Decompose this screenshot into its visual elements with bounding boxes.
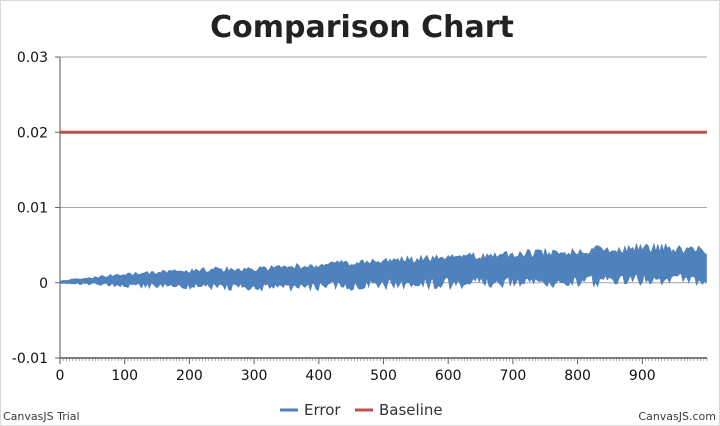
legend-label: Error [304,401,341,419]
trial-credit-text: CanvasJS Trial [3,410,80,423]
legend-item-error[interactable]: Error [280,401,341,419]
x-tick-label: 100 [111,368,138,384]
plot-area: -0.01 0 0.01 0.02 0.03 0 100 200 300 400 500 600 700… [12,50,708,419]
legend-label: Baseline [379,401,443,419]
x-tick-label: 700 [500,368,527,384]
x-tick-label: 900 [629,368,656,384]
x-tick-label: 300 [241,368,268,384]
brand-credit-text[interactable]: CanvasJS.com [638,410,716,423]
y-tick-label: 0.03 [17,50,48,66]
x-tick-label: 200 [176,368,203,384]
error-series-line [59,242,707,292]
y-tick-label: -0.01 [12,351,48,367]
y-tick-label: 0.02 [17,125,48,141]
x-tick-label: 500 [370,368,397,384]
legend-item-baseline[interactable]: Baseline [355,401,443,419]
x-tick-label: 400 [305,368,332,384]
x-tick-label: 0 [56,368,65,384]
chart-title: Comparison Chart [210,10,514,45]
x-tick-label: 800 [564,368,591,384]
x-tick-label: 600 [435,368,462,384]
y-tick-label: 0 [39,276,48,292]
y-tick-label: 0.01 [17,201,48,217]
